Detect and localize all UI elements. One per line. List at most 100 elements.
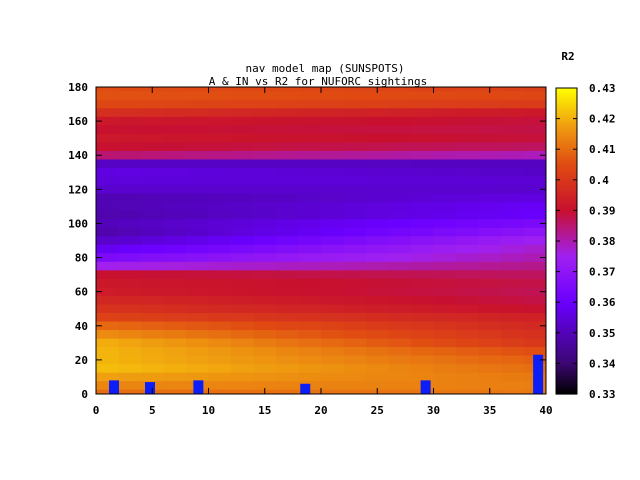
colorbar-segment (556, 200, 577, 204)
heatmap-cell (118, 91, 142, 101)
heatmap-cell (141, 236, 165, 246)
heatmap-cell (321, 338, 345, 348)
heatmap-cell (208, 278, 232, 289)
heatmap-cell (343, 278, 367, 289)
heatmap-cell (433, 347, 457, 357)
heatmap-cell (276, 253, 300, 263)
heatmap-cell (343, 270, 367, 280)
heatmap-cell (96, 219, 120, 229)
heatmap-cell (366, 338, 390, 348)
heatmap-cell (253, 261, 277, 271)
heatmap-cell (456, 295, 480, 306)
colorbar-segment (556, 182, 577, 186)
heatmap-cell (366, 278, 390, 289)
heatmap-cell (163, 347, 187, 357)
heatmap-cell (186, 185, 210, 195)
colorbar-segment (556, 330, 577, 334)
colorbar-segment (556, 358, 577, 362)
heatmap-cell (366, 244, 390, 254)
heatmap-cell (321, 295, 345, 306)
heatmap-cell (118, 287, 142, 297)
heatmap-cell (433, 287, 457, 297)
heatmap-cell (388, 381, 412, 391)
heatmap-cell (343, 210, 367, 220)
heatmap-cell (456, 347, 480, 357)
y-tick-label: 120 (68, 183, 88, 196)
heatmap-cell (163, 87, 187, 92)
heatmap-cell (96, 278, 120, 289)
heatmap-cell (411, 133, 435, 144)
heatmap-cell (231, 108, 255, 118)
heatmap-cell (253, 185, 277, 195)
heatmap-cell (523, 108, 546, 118)
heatmap-cell (163, 133, 187, 144)
colorbar-segment (556, 161, 577, 166)
colorbar-segment (556, 131, 577, 135)
heatmap-cell (411, 270, 435, 280)
heatmap-cell (298, 347, 322, 357)
heatmap-cell (276, 330, 300, 340)
heatmap-cell (163, 210, 187, 220)
heatmap-cell (163, 287, 187, 297)
heatmap-cell (388, 355, 412, 365)
heatmap-cell (456, 355, 480, 365)
heatmap-cell (208, 108, 232, 118)
heatmap-cell (388, 261, 412, 271)
heatmap-cell (411, 295, 435, 306)
heatmap-cell (501, 219, 525, 229)
heatmap-cell (388, 236, 412, 246)
heatmap-cell (433, 312, 457, 323)
heatmap-cell (276, 125, 300, 135)
heatmap-cell (231, 176, 255, 186)
heatmap-cell (163, 236, 187, 246)
heatmap-cell (208, 244, 232, 254)
heatmap-cell (298, 304, 322, 314)
heatmap-cell (231, 99, 255, 109)
colorbar-segment (556, 100, 577, 104)
heatmap-cell (163, 185, 187, 195)
heatmap-cell (523, 270, 546, 280)
colorbar-segment (556, 386, 577, 390)
marker-bar (300, 383, 311, 394)
colorbar-segment (556, 281, 577, 285)
heatmap-cell (276, 87, 300, 92)
x-tick-label: 10 (202, 404, 215, 417)
heatmap-cell (231, 219, 255, 229)
heatmap-cell (366, 176, 390, 186)
heatmap-cell (208, 99, 232, 109)
heatmap-cell (208, 270, 232, 280)
heatmap-cell (276, 304, 300, 314)
heatmap-cell (298, 295, 322, 306)
heatmap-cell (523, 99, 546, 109)
heatmap-cell (456, 125, 480, 135)
data-markers (109, 354, 544, 394)
heatmap-cell (478, 364, 502, 374)
colorbar-segment (556, 348, 577, 352)
heatmap-cell (343, 261, 367, 271)
heatmap-cell (298, 108, 322, 118)
heatmap-cell (118, 295, 142, 306)
heatmap-cell (321, 176, 345, 186)
colorbar-segment (556, 363, 577, 367)
heatmap-cell (388, 185, 412, 195)
colorbar-tick-label: 0.34 (589, 357, 616, 370)
heatmap-cell (208, 330, 232, 340)
y-tick-label: 20 (75, 354, 88, 367)
heatmap-cell (276, 227, 300, 237)
colorbar-segment (556, 233, 577, 237)
x-tick-label: 30 (427, 404, 440, 417)
heatmap-cell (411, 176, 435, 186)
heatmap-cell (118, 185, 142, 195)
colorbar-segment (556, 184, 577, 189)
heatmap-cell (118, 381, 142, 391)
heatmap-cell (388, 338, 412, 348)
colorbar-segment (556, 179, 577, 183)
heatmap-cell (501, 261, 525, 271)
colorbar-segment (556, 317, 577, 321)
heatmap-cell (231, 321, 255, 331)
heatmap-cell (366, 321, 390, 331)
heatmap-cell (298, 227, 322, 237)
marker-bar (420, 380, 431, 394)
heatmap-cell (186, 87, 210, 92)
heatmap-cell (253, 219, 277, 229)
